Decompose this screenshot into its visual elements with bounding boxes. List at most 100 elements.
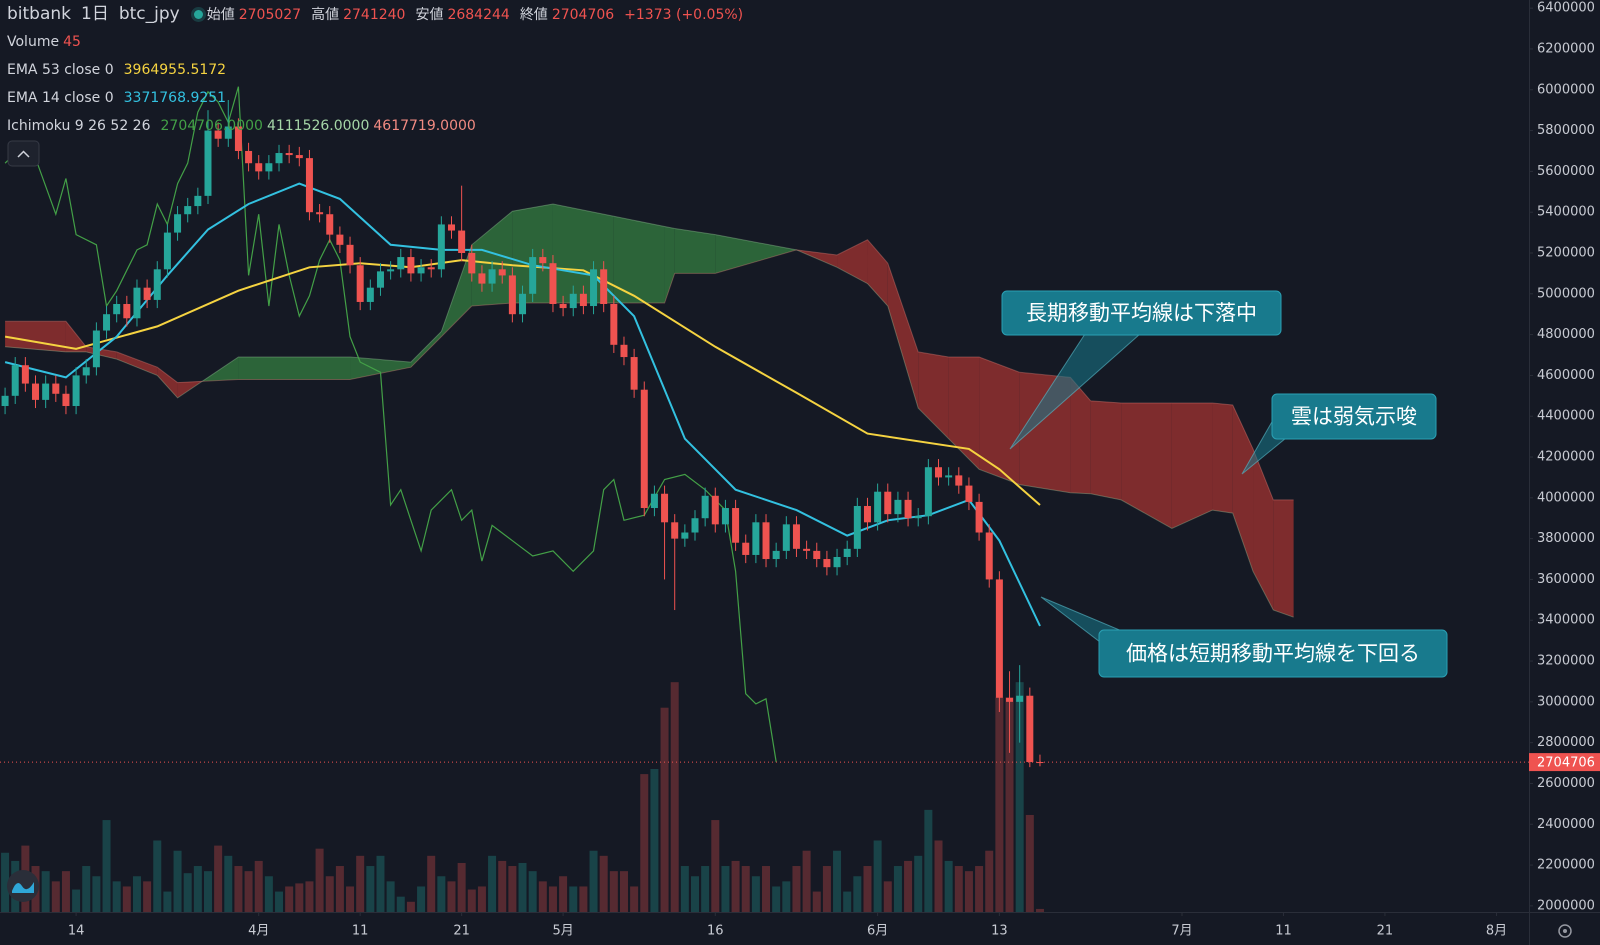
cloud xyxy=(441,244,472,337)
candle-body xyxy=(742,542,750,555)
candle-body xyxy=(539,257,547,264)
candle-body xyxy=(863,505,871,523)
candle-body xyxy=(620,344,628,358)
cloud xyxy=(1090,400,1122,500)
gear-center xyxy=(1563,929,1567,933)
settings-button[interactable] xyxy=(1558,924,1572,938)
y-tick-label: 4600000 xyxy=(1537,368,1595,383)
volume-bar xyxy=(559,876,568,912)
candle-body xyxy=(955,475,963,486)
candle-body xyxy=(874,491,882,523)
y-tick-label: 4200000 xyxy=(1537,450,1595,465)
volume-bar xyxy=(325,876,334,912)
y-tick-label: 2000000 xyxy=(1537,898,1595,913)
volume-bar xyxy=(843,891,852,912)
button-frame[interactable] xyxy=(7,140,40,167)
cloud xyxy=(1273,499,1294,618)
indicator-name[interactable]: Volume xyxy=(7,34,60,50)
volume-bar xyxy=(609,871,618,912)
cloud xyxy=(867,239,888,307)
volume-bar xyxy=(488,855,497,912)
cloud xyxy=(613,216,665,303)
candle-body xyxy=(103,314,111,331)
x-tick-label: 7月 xyxy=(1171,924,1192,939)
candle-body xyxy=(721,508,729,525)
gear-icon[interactable] xyxy=(1558,924,1572,938)
cloud xyxy=(202,357,239,382)
candle-body xyxy=(803,548,811,551)
volume-bar xyxy=(914,855,923,912)
volume-bar xyxy=(143,881,152,912)
symbol[interactable]: btc_jpy xyxy=(118,4,180,24)
volume-bar xyxy=(254,860,263,912)
candle-body xyxy=(569,293,577,309)
volume-bar xyxy=(234,866,243,912)
low-value: 2684244 xyxy=(447,7,510,23)
candle-body xyxy=(113,304,121,315)
candle-body xyxy=(234,126,242,151)
y-tick-label: 3000000 xyxy=(1537,694,1595,709)
y-tick-label: 4400000 xyxy=(1537,409,1595,424)
candle-body xyxy=(21,365,29,384)
callout-box xyxy=(1001,290,1282,336)
interval[interactable]: 1日 xyxy=(81,4,109,24)
volume-bar xyxy=(224,855,233,912)
logo-badge[interactable] xyxy=(7,870,39,902)
candle-body xyxy=(650,493,658,509)
cloud xyxy=(1121,402,1172,529)
volume-bar xyxy=(153,840,162,912)
candle-body xyxy=(417,267,425,274)
volume-bar xyxy=(82,866,91,912)
volume-bar xyxy=(41,871,50,912)
volume-bar xyxy=(203,871,212,912)
cloud xyxy=(1171,402,1213,529)
logo-wave xyxy=(12,882,34,893)
volume-bar xyxy=(376,855,385,912)
cloud xyxy=(674,228,716,274)
candle-body xyxy=(833,556,841,568)
volume-bar xyxy=(305,881,314,912)
y-tick-label: 6200000 xyxy=(1537,41,1595,56)
cloud xyxy=(918,351,949,439)
volume-bar xyxy=(173,850,182,912)
volume-bar xyxy=(61,871,70,912)
candle-body xyxy=(498,269,506,276)
candle-body xyxy=(529,257,537,294)
callout-text: 雲は弱気示唆 xyxy=(1291,405,1417,429)
volume-bar xyxy=(944,860,953,912)
indicator-name[interactable]: EMA 14 close 0 xyxy=(7,90,114,106)
volume-bar xyxy=(386,881,395,912)
candle-body xyxy=(579,293,587,307)
callout-text: 価格は短期移動平均線を下回る xyxy=(1126,642,1420,666)
cloud xyxy=(65,321,87,352)
collapse-button[interactable] xyxy=(7,140,40,167)
volume-bar xyxy=(985,850,994,912)
volume-bar xyxy=(731,860,740,912)
candle-body xyxy=(184,206,192,215)
y-tick-label: 4000000 xyxy=(1537,490,1595,505)
y-tick-label: 5600000 xyxy=(1537,164,1595,179)
volume-bar xyxy=(356,855,365,912)
volume-bar xyxy=(366,866,375,912)
y-tick-label: 2600000 xyxy=(1537,776,1595,791)
volume-bar xyxy=(995,697,1004,912)
volume-bar xyxy=(741,866,750,912)
indicator-name[interactable]: EMA 53 close 0 xyxy=(7,62,114,78)
volume-bar xyxy=(264,876,273,912)
volume-bar xyxy=(275,891,284,912)
candle-body xyxy=(387,269,395,272)
candle-body xyxy=(42,383,50,400)
candle-body xyxy=(275,153,283,164)
logo[interactable] xyxy=(7,870,39,902)
cloud xyxy=(157,367,178,398)
open-value: 2705027 xyxy=(238,7,302,23)
volume-bar xyxy=(721,866,730,912)
volume-bar xyxy=(812,891,821,912)
indicator-name[interactable]: Ichimoku 9 26 52 26 xyxy=(7,118,151,134)
volume-bar xyxy=(1005,697,1014,912)
cloud xyxy=(948,357,980,470)
y-tick-label: 2200000 xyxy=(1537,858,1595,873)
callout-box xyxy=(1098,629,1448,678)
volume-bar xyxy=(193,866,202,912)
cloud xyxy=(979,357,1020,485)
